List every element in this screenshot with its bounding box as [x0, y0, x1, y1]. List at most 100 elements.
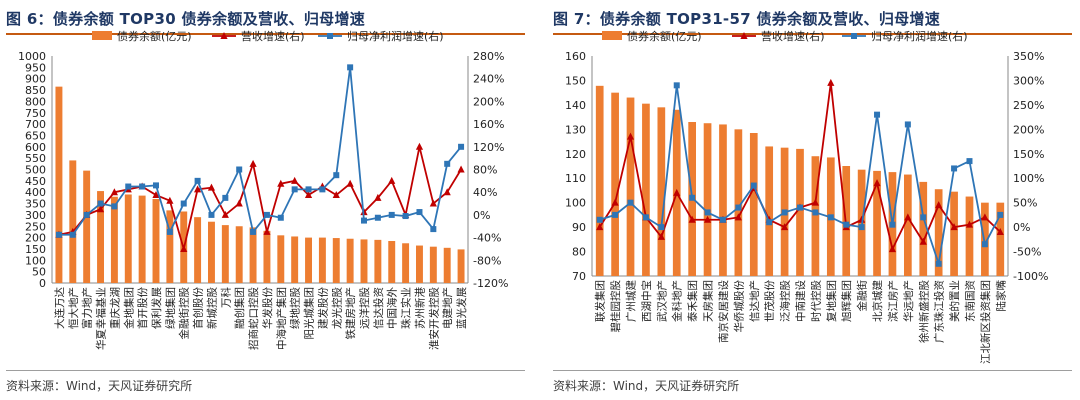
category-label: 远洋控股	[358, 287, 371, 329]
profit-growth-point	[966, 158, 973, 165]
revenue-growth-point	[827, 78, 835, 86]
bar	[83, 170, 91, 283]
revenue-growth-point	[194, 185, 202, 193]
left-tick-label: 650	[25, 129, 46, 142]
category-label: 电建地产	[441, 287, 454, 329]
category-label: 建发股份	[316, 287, 329, 329]
profit-growth-point	[430, 226, 437, 233]
chart-figure7: 70 80 90 100 110 120 130 140 150 160 -100% -50% 0% 50…	[565, 29, 1048, 364]
profit-growth-point	[153, 182, 159, 189]
profit-growth-point	[55, 231, 62, 238]
category-label: 广东珠江投资	[933, 280, 946, 343]
category-label: 大连万达	[53, 287, 66, 329]
legend-label-balance: 债券余额(亿元)	[627, 29, 702, 43]
profit-growth-point	[766, 219, 773, 226]
legend-label-profit: 归母净利润增速(右)	[347, 29, 444, 43]
bar	[249, 227, 257, 283]
profit-growth-point	[111, 203, 118, 210]
category-label: 珠江实业	[400, 287, 413, 329]
bar	[811, 156, 820, 276]
bar	[374, 239, 382, 283]
profit-growth-point	[889, 221, 896, 228]
profit-growth-point	[689, 194, 696, 201]
revenue-growth-point	[346, 179, 354, 187]
figure7-source: 资料来源：Wind，天风证券研究所	[553, 379, 740, 393]
bar	[626, 97, 635, 276]
left-tick-label: 130	[565, 123, 586, 136]
profit-growth-point	[781, 209, 788, 216]
revenue-growth-point	[291, 176, 299, 184]
profit-growth-point	[997, 211, 1004, 218]
profit-growth-point	[277, 214, 284, 221]
left-tick-label: 50	[32, 266, 46, 279]
category-label: 泛海控股	[779, 280, 792, 322]
revenue-growth-point	[873, 179, 881, 187]
revenue-growth-point	[858, 215, 866, 223]
bar	[221, 225, 229, 283]
figure7-title: 图 7：债券余额 TOP31-57 债券余额及营收、归母增速	[553, 10, 941, 28]
category-label: 南京安居建设	[717, 280, 730, 343]
right-tick-label: 300%	[1013, 74, 1044, 87]
category-label: 中海地产集团	[275, 287, 288, 350]
category-label: 中国海外	[386, 287, 399, 329]
left-tick-label: 350	[25, 198, 46, 211]
bar	[950, 191, 958, 276]
bar	[734, 129, 743, 276]
category-label: 首开股份	[136, 287, 149, 329]
profit-growth-line	[58, 67, 462, 236]
profit-growth-point	[642, 214, 649, 221]
left-tick-label: 150	[565, 74, 586, 87]
left-tick-label: 1000	[18, 50, 46, 63]
figure6-source-rule	[6, 370, 525, 371]
legend-marker-revenue	[220, 32, 228, 39]
profit-growth-point	[319, 186, 326, 193]
profit-growth-point	[166, 228, 173, 235]
profit-growth-point	[735, 204, 742, 211]
bar	[277, 235, 285, 283]
profit-growth-point	[125, 183, 132, 190]
category-label: 龙光控股	[330, 287, 343, 329]
revenue-growth-point	[904, 213, 912, 221]
bar	[595, 85, 604, 276]
revenue-growth-point	[596, 223, 604, 231]
profit-growth-point	[222, 194, 229, 201]
revenue-growth-point	[96, 205, 105, 213]
bar	[55, 86, 63, 284]
bar	[719, 124, 727, 276]
category-label: 保利发展	[150, 287, 163, 329]
revenue-growth-point	[249, 159, 257, 167]
bar	[765, 146, 774, 276]
category-label: 新城控股	[205, 287, 218, 329]
bar	[332, 238, 340, 283]
figure7-title-rule	[553, 33, 1072, 35]
left-tick-label: 250	[25, 220, 46, 233]
chart-figure6: 0501001502002503003504004505005506006507…	[18, 29, 508, 350]
profit-growth-point	[812, 209, 819, 216]
revenue-growth-point	[332, 191, 340, 199]
revenue-growth-point	[374, 193, 382, 201]
profit-growth-point	[236, 166, 243, 173]
category-label: 华发股份	[261, 287, 274, 329]
left-tick-label: 160	[565, 50, 586, 63]
category-label: 华远地产	[902, 280, 915, 322]
bar	[965, 196, 974, 276]
bar	[796, 148, 804, 276]
profit-growth-point	[612, 211, 619, 218]
left-tick-label: 400	[25, 186, 46, 199]
category-label: 江北新区投资集团	[979, 280, 992, 364]
right-tick-label: 160%	[473, 118, 504, 131]
profit-growth-point	[797, 204, 803, 211]
profit-growth-point	[444, 160, 451, 167]
revenue-growth-point	[935, 201, 943, 209]
revenue-growth-point	[688, 215, 696, 223]
bar	[703, 123, 712, 276]
category-label: 铁建房地产	[344, 287, 357, 340]
right-tick-label: -80%	[473, 254, 501, 267]
category-label: 恒大地产	[67, 287, 80, 329]
category-label: 融创集团	[233, 287, 246, 329]
profit-growth-point	[333, 172, 340, 179]
figure7-source-rule	[553, 370, 1072, 371]
category-label: 美的置业	[948, 280, 961, 322]
right-tick-label: 40%	[473, 186, 497, 199]
category-label: 天房集团	[702, 280, 715, 322]
